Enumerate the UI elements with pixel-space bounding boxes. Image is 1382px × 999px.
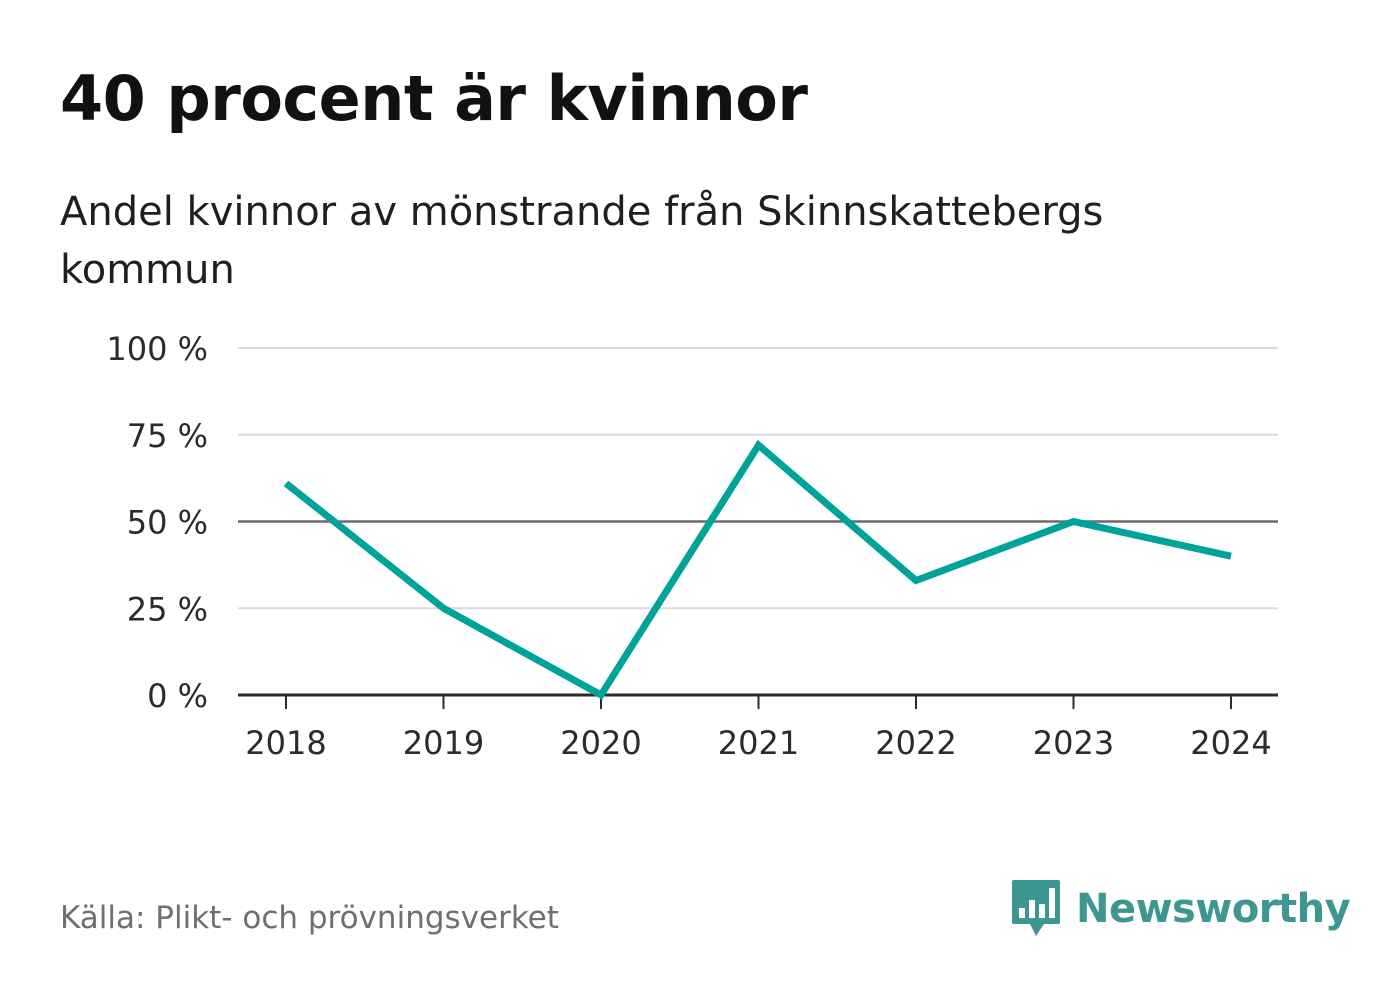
y-tick-label: 75 % — [127, 417, 208, 455]
y-tick-label: 50 % — [127, 504, 208, 542]
newsworthy-logo-icon — [1012, 880, 1060, 936]
series-line — [283, 439, 1232, 700]
chart-subtitle: Andel kvinnor av mönstrande från Skinnsk… — [60, 189, 1104, 293]
chart-title: 40 procent är kvinnor — [60, 62, 808, 135]
source-note: Källa: Plikt- och prövningsverket — [60, 900, 559, 936]
x-tick-label: 2021 — [718, 724, 799, 762]
x-tick-label: 2019 — [403, 724, 484, 762]
x-tick-label: 2020 — [560, 724, 641, 762]
x-tick-label: 2024 — [1190, 724, 1271, 762]
x-tick-label: 2022 — [875, 724, 956, 762]
x-tick-label: 2023 — [1033, 724, 1114, 762]
y-tick-label: 25 % — [127, 590, 208, 628]
brand-name: Newsworthy — [1076, 886, 1351, 932]
y-tick-label: 0 % — [147, 677, 208, 715]
x-tick-label: 2018 — [245, 724, 326, 762]
brand-logo: Newsworthy — [1010, 878, 1351, 940]
y-tick-label: 100 % — [106, 330, 208, 368]
